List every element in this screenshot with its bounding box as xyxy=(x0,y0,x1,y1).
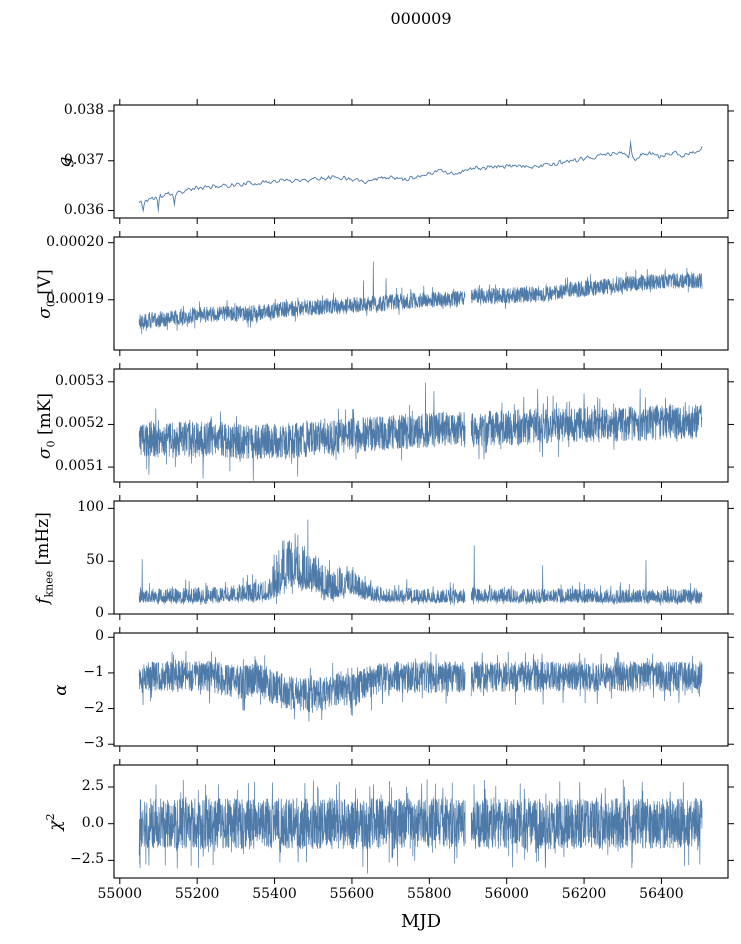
figure: 000009 0.038 0.037 0.036 g 0.00020 0.00019 σ0 … xyxy=(0,0,741,944)
plot-canvas xyxy=(0,0,741,944)
